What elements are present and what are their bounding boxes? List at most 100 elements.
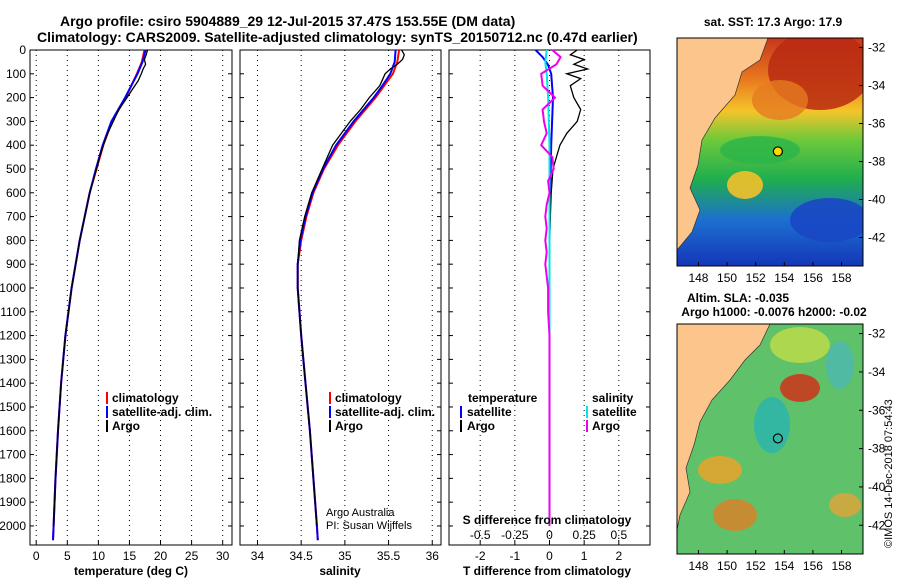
difference-xtick-label: -1 [510, 549, 521, 563]
sst-lon-label: 156 [803, 271, 823, 285]
difference-xtick2-label: 0 [546, 528, 553, 542]
depth-tick-label: 200 [6, 91, 26, 105]
legend-label-argo: Argo [112, 419, 140, 433]
temperature-xtick-label: 10 [92, 549, 106, 563]
depth-tick-label: 1100 [0, 305, 26, 319]
sla-positive-southeast [829, 493, 861, 517]
salinity-xtick-label: 35.5 [377, 549, 401, 563]
sla-positive-west [698, 456, 742, 484]
sst-lon-label: 148 [688, 271, 708, 285]
legend-header-temperature: temperature [468, 391, 538, 405]
depth-tick-label: 1200 [0, 329, 26, 343]
sla-negative-eddy [754, 397, 790, 453]
sst-lon-label: 150 [717, 271, 737, 285]
depth-tick-label: 1700 [0, 448, 26, 462]
depth-tick-label: 1000 [0, 281, 26, 295]
sst-warm-filament [752, 80, 808, 120]
sla-lat-label: -40 [868, 480, 886, 494]
depth-tick-label: 1600 [0, 424, 26, 438]
difference-legend: temperature satellite Argo salinity sate… [460, 391, 637, 433]
difference-xtick2-label: 0.25 [572, 528, 596, 542]
temperature-xtick-label: 15 [123, 549, 137, 563]
temperature-xtick-label: 0 [33, 549, 40, 563]
depth-tick-label: 1300 [0, 352, 26, 366]
credit-line2: PI: Susan Wijffels [326, 520, 412, 532]
sst-lat-label: -38 [868, 155, 886, 169]
sla-lat-label: -34 [868, 365, 886, 379]
sst-lon-label: 152 [746, 271, 766, 285]
depth-axis-labels: 0 100 200 300 400 500 600 700 800 900 1000 1100 1200… [0, 43, 26, 533]
legend-label-s-argo: Argo [592, 419, 620, 433]
sla-positive-eddy [780, 374, 820, 402]
temperature-panel: 0 5 10 15 20 25 30 climatology satellite-adj. … [29, 49, 233, 578]
depth-tick-label: 1800 [0, 471, 26, 485]
difference-series-t-argo [548, 49, 590, 526]
sla-map-title2: Argo h1000: -0.0076 h2000: -0.02 [681, 305, 867, 319]
legend-label-s-satellite: satellite [592, 405, 637, 419]
temperature-legend: climatology satellite-adj. clim. Argo [106, 391, 212, 433]
depth-tick-label: 1500 [0, 400, 26, 414]
temperature-xtick-label: 5 [64, 549, 71, 563]
sst-map-panel: sat. SST: 17.3 Argo: 17.9 [676, 15, 886, 285]
legend-label-t-satellite: satellite [467, 405, 512, 419]
depth-tick-label: 900 [6, 257, 26, 271]
difference-xtick2-label: 0.5 [610, 528, 627, 542]
sst-warm-eddy [727, 171, 763, 199]
depth-tick-label: 300 [6, 114, 26, 128]
sla-lon-label: 150 [717, 559, 737, 573]
difference-xtick-label: -2 [475, 549, 486, 563]
sla-negative-east [826, 341, 854, 389]
depth-tick-label: 500 [6, 162, 26, 176]
sst-lon-label: 158 [832, 271, 852, 285]
sst-lat-label: -34 [868, 79, 886, 93]
sst-cold-water [790, 198, 863, 242]
difference-xlabel: T difference from climatology [463, 564, 631, 578]
depth-tick-label: 1400 [0, 376, 26, 390]
sla-lat-label: -38 [868, 442, 886, 456]
legend-label-climatology: climatology [112, 391, 179, 405]
difference-xtick-label: 2 [615, 549, 622, 563]
salinity-axes-frame [239, 49, 442, 546]
legend-label-argo: Argo [335, 419, 363, 433]
sst-map-image [677, 38, 863, 266]
difference-xtick2-label: -0.25 [501, 528, 529, 542]
legend-label-climatology: climatology [335, 391, 402, 405]
temperature-axes-frame [29, 49, 233, 546]
legend-label-satellite-adj: satellite-adj. clim. [112, 405, 212, 419]
legend-label-t-argo: Argo [467, 419, 495, 433]
depth-tick-label: 2000 [0, 519, 26, 533]
sla-lat-label: -36 [868, 403, 886, 417]
temperature-xtick-label: 25 [185, 549, 199, 563]
temperature-series-argo [52, 49, 149, 527]
sla-float-marker [772, 433, 783, 444]
sst-map-frame [676, 37, 864, 267]
depth-tick-label: 600 [6, 186, 26, 200]
difference-xlabel2: S difference from climatology [463, 513, 632, 527]
figure-title-line2: Climatology: CARS2009. Satellite-adjuste… [37, 29, 638, 45]
depth-tick-label: 400 [6, 138, 26, 152]
depth-tick-label: 0 [19, 43, 26, 57]
difference-panel: -2 -1 0 1 2 temperature satellite Argo salin… [448, 49, 651, 578]
temperature-xtick-label: 20 [154, 549, 168, 563]
sst-lon-label: 154 [774, 271, 794, 285]
sla-land-mask [677, 324, 771, 531]
temperature-xtick-label: 30 [216, 549, 230, 563]
sla-map-image [677, 324, 863, 554]
sst-lat-label: -36 [868, 117, 886, 131]
sla-map-title1: Altim. SLA: -0.035 [687, 291, 789, 305]
sla-map-frame [676, 323, 864, 555]
sla-positive-south [713, 499, 757, 531]
salinity-xtick-label: 34 [251, 549, 265, 563]
difference-xtick-label: 1 [581, 549, 588, 563]
sst-map-title: sat. SST: 17.3 Argo: 17.9 [704, 15, 843, 29]
sst-lat-label: -40 [868, 193, 886, 207]
sla-lon-label: 152 [746, 559, 766, 573]
credit-line1: Argo Australia [326, 507, 395, 519]
temperature-xlabel: temperature (deg C) [74, 564, 188, 578]
sst-land-mask [677, 38, 769, 251]
sla-lon-label: 158 [832, 559, 852, 573]
sla-lon-label: 148 [688, 559, 708, 573]
sst-front [720, 136, 800, 164]
salinity-panel: 34 34.5 35 35.5 36 climatology satellite-adj… [239, 49, 442, 578]
